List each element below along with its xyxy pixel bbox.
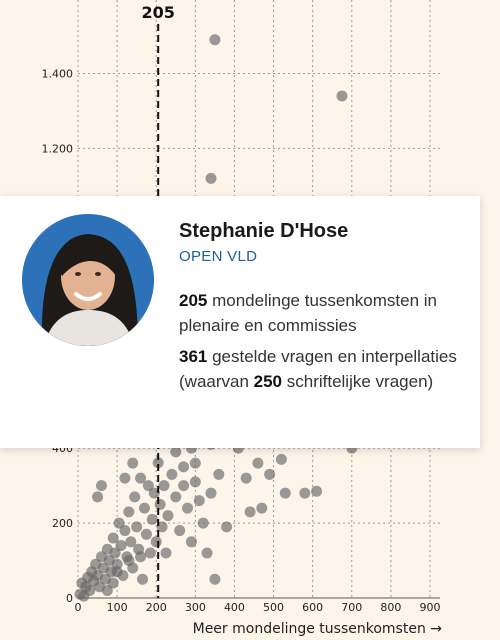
data-point <box>146 513 158 525</box>
data-point <box>299 487 311 499</box>
data-point <box>174 525 186 537</box>
data-point <box>162 510 174 522</box>
data-point <box>178 480 190 492</box>
y-tick-label: 0 <box>66 592 73 605</box>
data-point <box>84 585 96 597</box>
data-point <box>129 491 141 503</box>
data-point <box>123 555 135 567</box>
data-point <box>189 457 201 469</box>
member-name: Stephanie D'Hose <box>179 220 349 242</box>
data-point <box>142 480 154 492</box>
written-questions-count: 250 <box>253 372 283 391</box>
questions-text-b: schriftelijke vragen) <box>282 372 434 391</box>
data-point <box>189 476 201 488</box>
member-tooltip-card: Stephanie D'Hose OPEN VLD 205 mondelinge… <box>0 196 480 448</box>
data-point <box>209 573 221 585</box>
x-tick-label: 800 <box>380 601 401 614</box>
data-point <box>166 468 178 480</box>
data-point <box>95 480 107 492</box>
y-tick-label: 1.400 <box>42 67 74 80</box>
data-point <box>119 525 131 537</box>
data-point <box>160 547 172 559</box>
data-point <box>123 506 135 518</box>
data-point <box>101 585 113 597</box>
data-point <box>111 566 123 578</box>
data-point <box>158 480 170 492</box>
data-point <box>137 573 149 585</box>
data-point <box>279 487 291 499</box>
data-point <box>125 536 137 548</box>
data-point <box>252 457 264 469</box>
questions-text-a: gestelde vragen en interpellaties (waarv… <box>179 347 457 391</box>
y-tick-label: 200 <box>52 517 73 530</box>
data-point <box>131 521 143 533</box>
data-point <box>182 502 194 514</box>
data-point <box>193 495 205 507</box>
data-point <box>256 502 268 514</box>
data-point <box>197 517 209 529</box>
questions-stat: 361 gestelde vragen en interpellaties (w… <box>179 344 469 394</box>
data-point <box>135 472 147 484</box>
portrait-image <box>22 214 154 346</box>
oral-interventions-text: mondelinge tussenkomsten in plenaire en … <box>179 291 438 335</box>
data-point <box>336 90 348 102</box>
data-point <box>221 521 233 533</box>
data-point <box>156 521 168 533</box>
data-point <box>170 491 182 503</box>
data-point <box>152 457 164 469</box>
data-point <box>170 446 182 458</box>
data-point <box>275 453 287 465</box>
data-point <box>113 517 125 529</box>
x-tick-label: 700 <box>341 601 362 614</box>
data-point <box>92 491 104 503</box>
x-tick-label: 400 <box>224 601 245 614</box>
x-tick-label: 0 <box>75 601 82 614</box>
data-point <box>311 485 323 497</box>
data-point <box>109 547 121 559</box>
data-point <box>264 468 276 480</box>
x-axis-label: Meer mondelinge tussenkomsten → <box>193 621 443 637</box>
data-point <box>205 172 217 184</box>
oral-interventions-count: 205 <box>179 291 208 310</box>
data-point <box>138 502 150 514</box>
data-point <box>201 547 213 559</box>
data-point <box>107 532 119 544</box>
marker-label: 205 <box>141 3 174 22</box>
data-point <box>140 528 152 540</box>
data-point <box>107 577 119 589</box>
data-point <box>119 472 131 484</box>
data-point <box>244 506 256 518</box>
x-tick-label: 100 <box>107 601 128 614</box>
oral-interventions-stat: 205 mondelinge tussenkomsten in plenaire… <box>179 288 469 338</box>
member-portrait <box>22 214 154 346</box>
questions-count: 361 <box>179 347 208 366</box>
x-tick-label: 900 <box>420 601 441 614</box>
data-point <box>213 468 225 480</box>
data-point <box>115 540 127 552</box>
data-point <box>150 536 162 548</box>
x-tick-label: 600 <box>302 601 323 614</box>
data-point <box>185 536 197 548</box>
member-party: OPEN VLD <box>179 248 258 265</box>
data-point <box>178 461 190 473</box>
data-point <box>205 487 217 499</box>
data-point <box>144 547 156 559</box>
data-point <box>209 34 221 46</box>
y-tick-label: 1.200 <box>42 142 74 155</box>
data-point <box>127 457 139 469</box>
x-tick-label: 500 <box>263 601 284 614</box>
data-point <box>135 551 147 563</box>
data-point <box>148 487 160 499</box>
data-point <box>240 472 252 484</box>
x-tick-label: 300 <box>185 601 206 614</box>
x-tick-label: 200 <box>146 601 167 614</box>
data-point <box>154 498 166 510</box>
